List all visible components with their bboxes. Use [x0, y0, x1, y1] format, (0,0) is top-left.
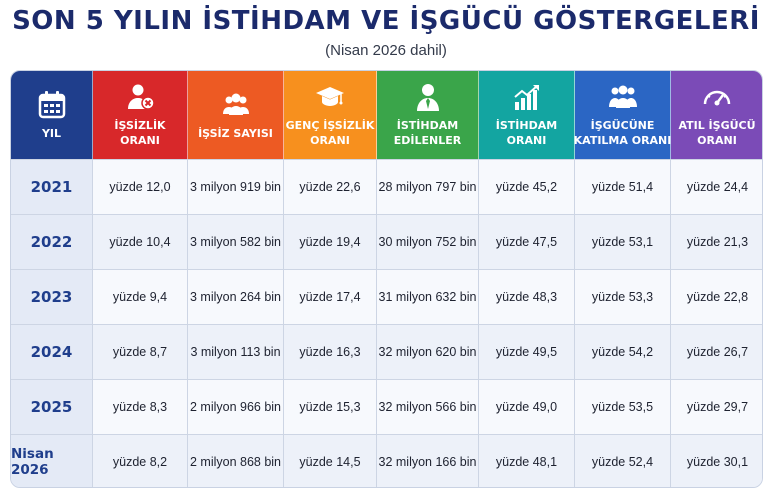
table-cell: 32 milyon 566 bin	[377, 379, 479, 434]
table-cell: 3 milyon 582 bin	[188, 214, 284, 269]
row-year: 2022	[11, 214, 93, 269]
row-year: 2021	[11, 159, 93, 214]
row-year: 2024	[11, 324, 93, 379]
header-participation-rate: İŞGÜCÜNE KATILMA ORANI	[573, 71, 672, 159]
table-cell: yüzde 49,5	[479, 324, 575, 379]
table-cell: yüzde 17,4	[284, 269, 377, 324]
header-idle-labour-rate: ATIL İŞGÜCÜ ORANI	[671, 71, 762, 159]
header-label: ORANI	[697, 134, 737, 147]
header-unemployed-count: İŞSİZ SAYISI	[188, 71, 284, 159]
graduation-cap-icon	[315, 82, 345, 112]
table-cell: 3 milyon 919 bin	[188, 159, 284, 214]
table-cell: yüzde 53,1	[575, 214, 671, 269]
row-year: 2023	[11, 269, 93, 324]
people-group-icon	[221, 90, 251, 120]
table-cell: yüzde 16,3	[284, 324, 377, 379]
table-cell: 2 milyon 868 bin	[188, 434, 284, 487]
workforce-group-icon	[608, 82, 638, 112]
header-year: YIL	[11, 71, 93, 159]
header-label: KATILMA ORANI	[573, 134, 672, 147]
table-cell: yüzde 45,2	[479, 159, 575, 214]
row-year: 2025	[11, 379, 93, 434]
table-cell: yüzde 22,6	[284, 159, 377, 214]
table-cell: yüzde 49,0	[479, 379, 575, 434]
header-youth-unemployment-rate: GENÇ İŞSİZLİK ORANI	[284, 71, 377, 159]
table-cell: yüzde 52,4	[575, 434, 671, 487]
header-label: ORANI	[310, 134, 350, 147]
table-cell: yüzde 24,4	[671, 159, 762, 214]
table-cell: 3 milyon 113 bin	[188, 324, 284, 379]
header-label: İŞSİZLİK	[114, 119, 166, 132]
table-cell: 3 milyon 264 bin	[188, 269, 284, 324]
table-cell: yüzde 26,7	[671, 324, 762, 379]
table-cell: 32 milyon 620 bin	[377, 324, 479, 379]
row-year: Nisan 2026	[11, 434, 93, 487]
calendar-icon	[37, 90, 67, 120]
table-cell: yüzde 14,5	[284, 434, 377, 487]
header-label: İŞGÜCÜNE	[590, 119, 655, 132]
table-cell: 32 milyon 166 bin	[377, 434, 479, 487]
header-label: İSTİHDAM	[396, 119, 459, 132]
table-cell: yüzde 53,5	[575, 379, 671, 434]
table-cell: yüzde 53,3	[575, 269, 671, 324]
header-label: GENÇ İŞSİZLİK	[285, 119, 375, 132]
table-cell: 31 milyon 632 bin	[377, 269, 479, 324]
header-employment-rate: İSTİHDAM ORANI	[479, 71, 575, 159]
table-cell: yüzde 22,8	[671, 269, 762, 324]
table-cell: yüzde 9,4	[93, 269, 188, 324]
header-label: ORANI	[506, 134, 547, 147]
header-unemployment-rate: İŞSİZLİK ORANI	[93, 71, 188, 159]
table-cell: yüzde 15,3	[284, 379, 377, 434]
header-label: ORANI	[120, 134, 160, 147]
header-label: ATIL İŞGÜCÜ	[678, 119, 756, 132]
table-cell: yüzde 29,7	[671, 379, 762, 434]
table-cell: 28 milyon 797 bin	[377, 159, 479, 214]
employee-icon	[413, 82, 443, 112]
table-cell: yüzde 51,4	[575, 159, 671, 214]
page-subtitle: (Nisan 2026 dahil)	[325, 42, 447, 59]
header-label: İSTİHDAM	[495, 119, 558, 132]
table-cell: yüzde 8,7	[93, 324, 188, 379]
header-label: İŞSİZ SAYISI	[198, 126, 273, 140]
table-cell: yüzde 19,4	[284, 214, 377, 269]
header-label: EDİLENLER	[393, 134, 462, 147]
table-cell: 2 milyon 966 bin	[188, 379, 284, 434]
table-cell: yüzde 8,2	[93, 434, 188, 487]
growth-chart-icon	[512, 82, 542, 112]
table-cell: yüzde 54,2	[575, 324, 671, 379]
table-cell: yüzde 30,1	[671, 434, 762, 487]
table-cell: yüzde 10,4	[93, 214, 188, 269]
page-title: SON 5 YILIN İSTİHDAM VE İŞGÜCÜ GÖSTERGEL…	[12, 6, 760, 36]
table-cell: yüzde 21,3	[671, 214, 762, 269]
indicators-table: YIL İŞSİZLİK ORANI İŞSİZ SAYISI GENÇ İŞS…	[10, 70, 763, 488]
header-employed: İSTİHDAM EDİLENLER	[377, 71, 479, 159]
table-cell: yüzde 12,0	[93, 159, 188, 214]
table-cell: 30 milyon 752 bin	[377, 214, 479, 269]
header-label: YIL	[41, 126, 62, 140]
table-cell: yüzde 47,5	[479, 214, 575, 269]
speedometer-icon	[702, 82, 732, 112]
table-cell: yüzde 8,3	[93, 379, 188, 434]
table-cell: yüzde 48,1	[479, 434, 575, 487]
table-cell: yüzde 48,3	[479, 269, 575, 324]
unemployed-person-icon	[125, 82, 155, 112]
